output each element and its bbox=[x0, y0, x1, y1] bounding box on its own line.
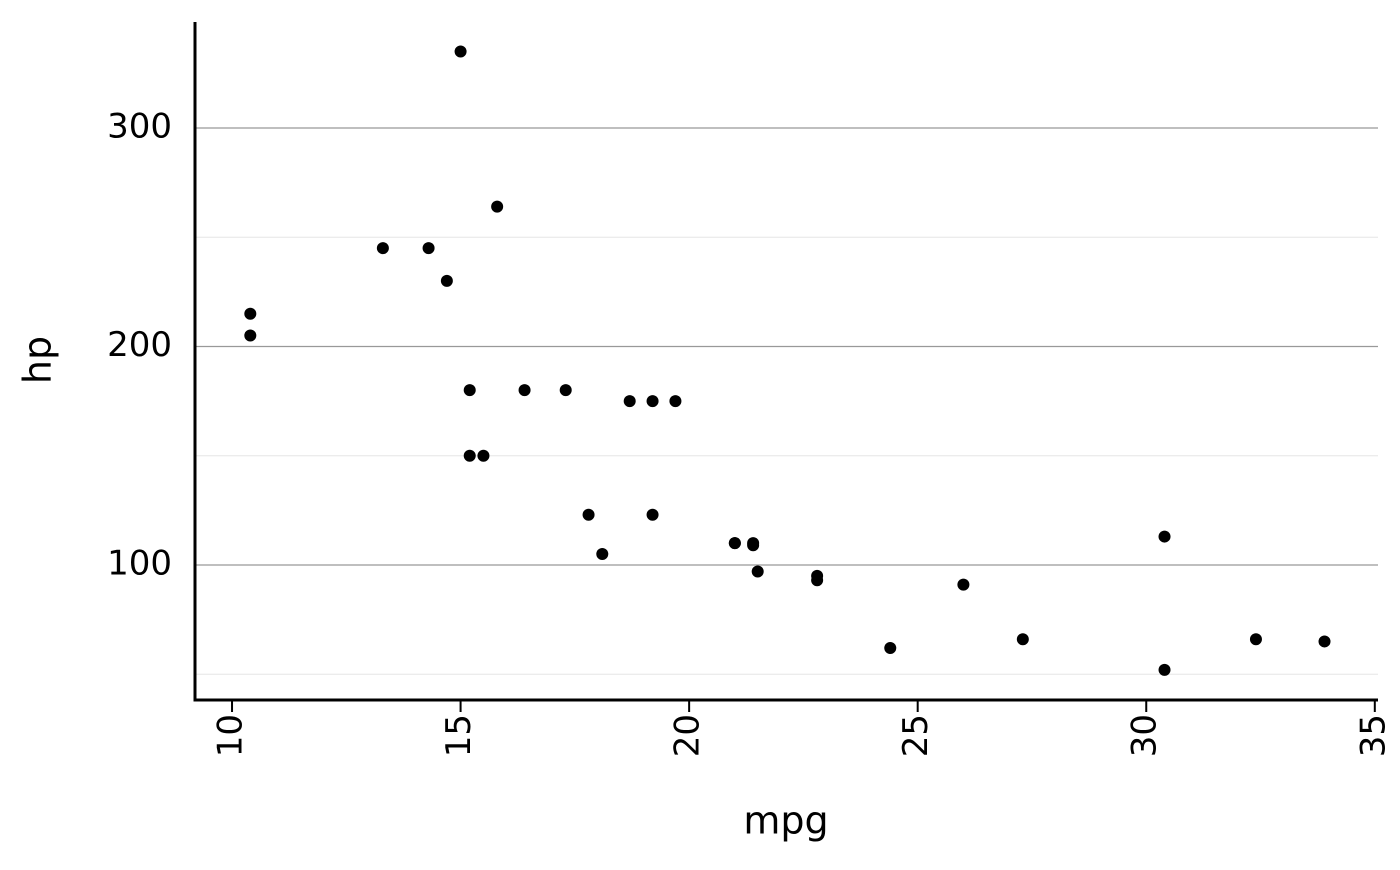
point bbox=[646, 395, 659, 408]
point bbox=[518, 384, 531, 397]
point bbox=[376, 242, 389, 255]
point bbox=[491, 200, 504, 213]
point bbox=[623, 395, 636, 408]
x-tick-label: 35 bbox=[1353, 714, 1393, 757]
point bbox=[751, 565, 764, 578]
point bbox=[646, 508, 659, 521]
point bbox=[1318, 635, 1331, 648]
x-tick-label: 10 bbox=[211, 714, 251, 757]
x-tick-label: 25 bbox=[896, 714, 936, 757]
point bbox=[811, 569, 824, 582]
x-tick-label: 30 bbox=[1125, 714, 1165, 757]
y-tick-label: 300 bbox=[107, 106, 172, 146]
point bbox=[747, 539, 760, 552]
point bbox=[463, 384, 476, 397]
y-tick-label: 100 bbox=[107, 543, 172, 583]
x-axis-label: mpg bbox=[743, 799, 828, 843]
point bbox=[884, 641, 897, 654]
point bbox=[1249, 633, 1262, 646]
point bbox=[1158, 663, 1171, 676]
point bbox=[559, 384, 572, 397]
x-tick-label: 15 bbox=[439, 714, 479, 757]
point bbox=[244, 307, 257, 320]
x-tick-label: 20 bbox=[668, 714, 708, 757]
point bbox=[728, 537, 741, 550]
point bbox=[1158, 530, 1171, 543]
point bbox=[1016, 633, 1029, 646]
point bbox=[422, 242, 435, 255]
y-tick-label: 200 bbox=[107, 325, 172, 365]
point bbox=[477, 449, 490, 462]
y-axis-label: hp bbox=[16, 336, 60, 384]
point bbox=[596, 548, 609, 561]
point bbox=[957, 578, 970, 591]
point bbox=[454, 45, 467, 58]
point bbox=[440, 274, 453, 287]
point bbox=[244, 329, 257, 342]
point bbox=[463, 449, 476, 462]
point bbox=[582, 508, 595, 521]
point bbox=[669, 395, 682, 408]
